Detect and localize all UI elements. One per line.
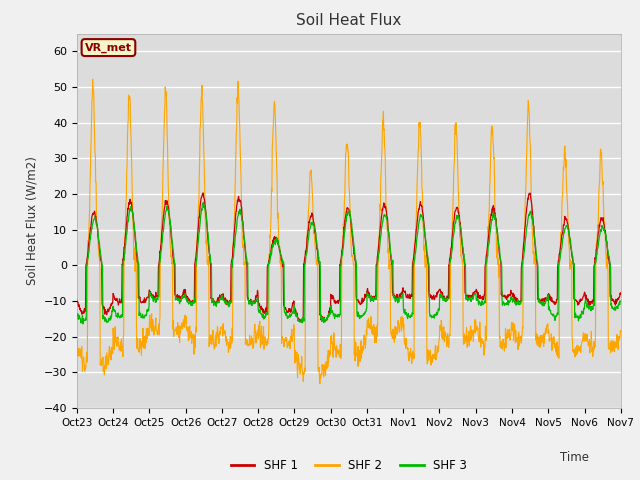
- Y-axis label: Soil Heat Flux (W/m2): Soil Heat Flux (W/m2): [25, 156, 38, 285]
- Legend: SHF 1, SHF 2, SHF 3: SHF 1, SHF 2, SHF 3: [226, 455, 472, 477]
- Text: VR_met: VR_met: [85, 42, 132, 53]
- Text: Time: Time: [560, 451, 589, 464]
- Title: Soil Heat Flux: Soil Heat Flux: [296, 13, 401, 28]
